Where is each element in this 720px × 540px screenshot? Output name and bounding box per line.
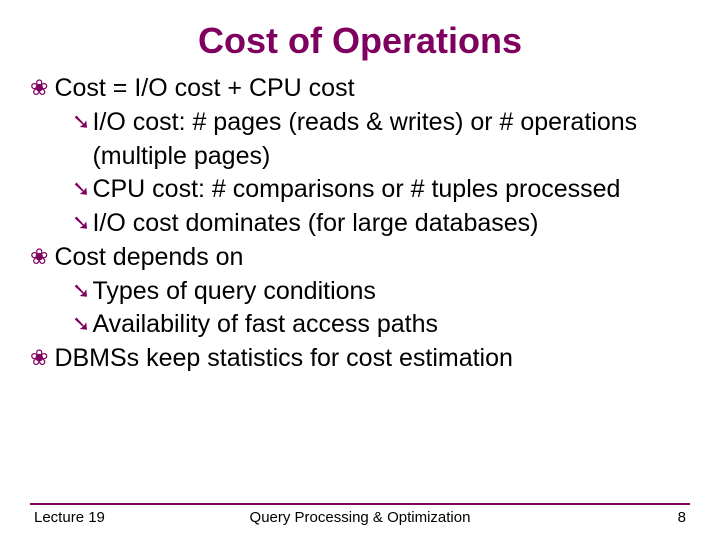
- bullet-text: Availability of fast access paths: [92, 308, 438, 342]
- flower-icon: ❀: [30, 241, 48, 273]
- bullet-text: Types of query conditions: [92, 275, 376, 309]
- bullet-level2: ➘ Availability of fast access paths: [30, 308, 690, 342]
- bullet-level2: ➘ I/O cost dominates (for large database…: [30, 207, 690, 241]
- footer: Lecture 19 Query Processing & Optimizati…: [30, 509, 690, 530]
- bullet-text: Cost depends on: [54, 241, 243, 275]
- arrow-down-right-icon: ➘: [72, 173, 90, 205]
- bullet-level2: ➘ Types of query conditions: [30, 275, 690, 309]
- bullet-text: I/O cost dominates (for large databases): [92, 207, 538, 241]
- footer-right: 8: [526, 509, 686, 526]
- bullet-level1: ❀ DBMSs keep statistics for cost estimat…: [30, 342, 690, 376]
- arrow-down-right-icon: ➘: [72, 275, 90, 307]
- bullet-text: CPU cost: # comparisons or # tuples proc…: [92, 173, 620, 207]
- bullet-text: DBMSs keep statistics for cost estimatio…: [54, 342, 512, 376]
- footer-center: Query Processing & Optimization: [194, 509, 526, 526]
- arrow-down-right-icon: ➘: [72, 106, 90, 138]
- bullet-text: Cost = I/O cost + CPU cost: [54, 72, 354, 106]
- flower-icon: ❀: [30, 72, 48, 104]
- arrow-down-right-icon: ➘: [72, 207, 90, 239]
- bullet-level1: ❀ Cost = I/O cost + CPU cost: [30, 72, 690, 106]
- bullet-text: I/O cost: # pages (reads & writes) or # …: [92, 106, 690, 174]
- footer-left: Lecture 19: [34, 509, 194, 526]
- bullet-level2: ➘ CPU cost: # comparisons or # tuples pr…: [30, 173, 690, 207]
- slide: Cost of Operations ❀ Cost = I/O cost + C…: [0, 0, 720, 540]
- bullet-level1: ❀ Cost depends on: [30, 241, 690, 275]
- bullet-level2: ➘ I/O cost: # pages (reads & writes) or …: [30, 106, 690, 174]
- flower-icon: ❀: [30, 342, 48, 374]
- arrow-down-right-icon: ➘: [72, 308, 90, 340]
- slide-title: Cost of Operations: [30, 20, 690, 62]
- slide-content: ❀ Cost = I/O cost + CPU cost ➘ I/O cost:…: [30, 72, 690, 497]
- divider: [30, 503, 690, 505]
